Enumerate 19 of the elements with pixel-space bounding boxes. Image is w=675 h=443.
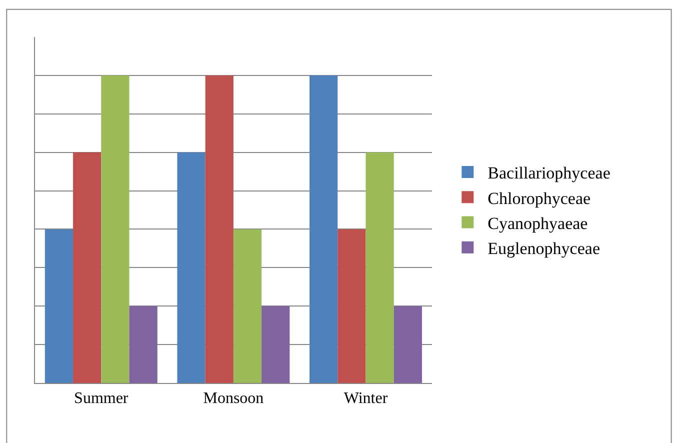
legend-label: Euglenophyceae (488, 238, 600, 258)
legend-label: Bacillariophyceae (488, 164, 610, 183)
bar (129, 306, 158, 383)
bar (44, 229, 74, 383)
bar (262, 306, 290, 383)
bar (310, 75, 338, 383)
bar (394, 306, 422, 383)
x-tick-label: Winter (344, 390, 388, 408)
bar (177, 152, 206, 383)
bar (101, 75, 130, 383)
bar (338, 229, 366, 383)
bar (73, 152, 102, 383)
bar (233, 229, 262, 383)
bar (205, 75, 234, 383)
legend-label: Chlorophyceae (488, 188, 591, 208)
x-tick-label: Monsoon (203, 390, 264, 408)
x-tick-label: Summer (74, 390, 129, 408)
bar (366, 152, 394, 383)
legend-label: Cyanophyaeae (488, 214, 588, 233)
